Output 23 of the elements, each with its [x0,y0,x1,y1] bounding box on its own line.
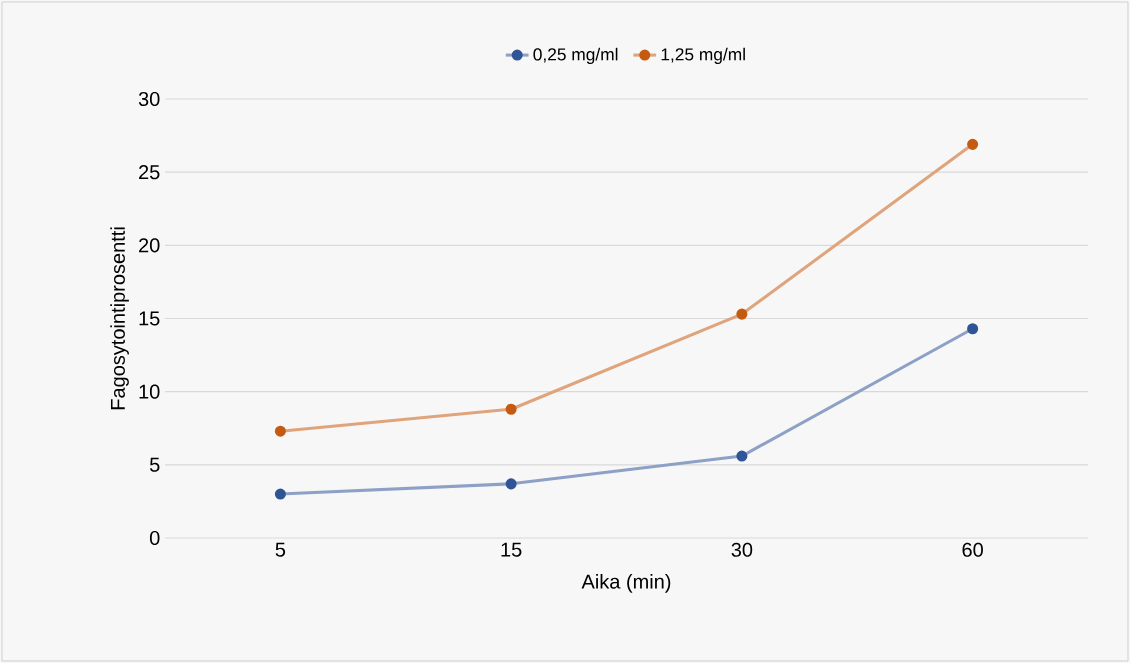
y-tick-label: 0 [149,530,160,546]
legend-label: 0,25 mg/ml [533,47,618,64]
point [736,450,748,462]
point [505,403,517,415]
x-tick-label: 15 [501,542,522,557]
x-axis-title: Aika (min) [581,574,671,593]
x-tick-label: 60 [962,542,983,557]
point [967,323,979,335]
legend-label: 1,25 mg/ml [661,47,745,64]
y-tick-label: 10 [139,384,160,399]
point [505,478,517,490]
y-tick-label: 20 [139,238,160,253]
y-tick-label: 30 [138,91,160,107]
point [274,425,286,437]
x-tick-label: 5 [275,542,286,557]
point [967,138,979,150]
point [736,308,748,320]
x-tick-label: 30 [731,542,753,557]
y-axis-title: Fagosytointiprosentti [110,227,129,410]
point [274,488,286,500]
y-tick-label: 15 [139,311,160,326]
y-tick-label: 5 [149,457,160,472]
y-tick-label: 25 [139,165,160,180]
